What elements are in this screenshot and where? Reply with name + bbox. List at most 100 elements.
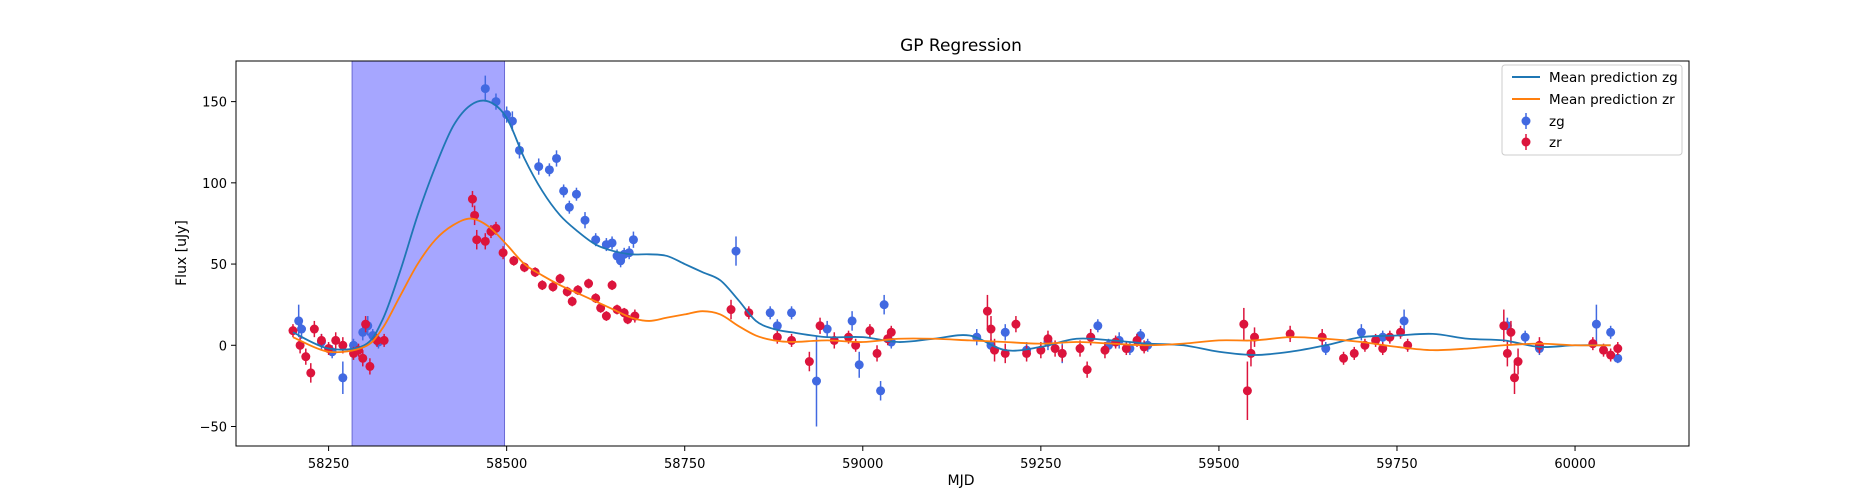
zr-point: [815, 321, 825, 331]
zr-point: [1506, 327, 1516, 337]
legend-label-zr-points: zr: [1549, 135, 1562, 151]
x-tick-label: 58750: [664, 457, 705, 472]
zr-point: [1011, 319, 1021, 329]
zr-point: [1509, 373, 1519, 383]
legend-label-zg-line: Mean prediction zg: [1549, 70, 1678, 86]
x-tick-label: 59250: [1020, 457, 1061, 472]
zr-point: [1378, 344, 1388, 354]
zr-point: [555, 274, 565, 284]
zr-point: [726, 305, 736, 315]
zr-point: [872, 348, 882, 358]
plot-frame: [235, 60, 1690, 447]
zg-point: [571, 189, 581, 199]
zr-point: [467, 194, 477, 204]
zr-point: [772, 332, 782, 342]
zr-point: [365, 361, 375, 371]
zr-point: [851, 340, 861, 350]
zr-point: [601, 311, 611, 321]
x-tick-label: 58250: [308, 457, 349, 472]
x-tick-label: 58500: [486, 457, 527, 472]
plot-area: [288, 60, 1623, 447]
zr-point: [1317, 332, 1327, 342]
zr-point: [498, 248, 508, 258]
zr-point: [886, 327, 896, 337]
zg-point: [534, 162, 544, 172]
zr-point: [1599, 345, 1609, 355]
y-tick-label: 0: [219, 339, 227, 354]
zg-point: [876, 386, 886, 396]
zr-point: [379, 335, 389, 345]
zg-point: [564, 202, 574, 212]
zg-point: [580, 215, 590, 225]
zr-point: [567, 296, 577, 306]
zr-point: [331, 335, 341, 345]
series-layer: [288, 75, 1623, 427]
zr-point: [548, 282, 558, 292]
x-tick-label: 59750: [1376, 457, 1417, 472]
y-tick-label: 100: [202, 177, 227, 192]
zr-point: [1022, 348, 1032, 358]
zr-point: [1499, 321, 1509, 331]
zg-point: [628, 235, 638, 245]
zg-point: [1606, 327, 1616, 337]
zr-point: [865, 326, 875, 336]
zr-point: [986, 324, 996, 334]
zr-point: [1339, 353, 1349, 363]
zr-point: [1349, 348, 1359, 358]
zg-point: [1356, 327, 1366, 337]
series-line-mean-prediction-zg: [292, 99, 1611, 356]
zr-point: [1534, 340, 1544, 350]
zg-point: [1378, 332, 1388, 342]
zr-point: [804, 357, 814, 367]
zg-point: [480, 84, 490, 94]
zg-point: [1000, 327, 1010, 337]
zr-point: [358, 353, 368, 363]
zr-point: [470, 210, 480, 220]
zr-point: [1086, 332, 1096, 342]
zr-point: [1285, 329, 1295, 339]
zg-point: [879, 300, 889, 310]
y-axis-label: Flux [uJy]: [174, 220, 190, 286]
zr-point: [361, 319, 371, 329]
zr-point: [1239, 319, 1249, 329]
y-axis: −50 0 50 100 150: [200, 96, 236, 436]
zr-point: [1613, 344, 1623, 354]
legend-swatch-zg-marker: [1521, 116, 1531, 126]
zg-point: [297, 324, 307, 334]
zg-point: [338, 373, 348, 383]
zr-point: [1606, 350, 1616, 360]
zr-point: [509, 256, 519, 266]
zg-point: [822, 324, 832, 334]
zr-point: [472, 235, 482, 245]
zg-point: [811, 376, 821, 386]
zr-point: [607, 280, 617, 290]
zr-point: [1385, 332, 1395, 342]
zr-point: [1371, 335, 1381, 345]
legend-box: [1501, 64, 1683, 156]
x-tick-label: 59000: [842, 457, 883, 472]
zg-point: [731, 246, 741, 256]
chart-title: GP Regression: [900, 36, 1022, 56]
zr-point: [1513, 357, 1523, 367]
zg-point: [552, 153, 562, 163]
zr-point: [1082, 365, 1092, 375]
zr-point: [1111, 337, 1121, 347]
x-tick-label: 59500: [1198, 457, 1239, 472]
zr-point: [295, 340, 305, 350]
zg-point: [787, 308, 797, 318]
legend-swatch-zr-marker: [1521, 137, 1531, 147]
y-tick-label: 50: [210, 258, 227, 273]
zr-point: [1043, 334, 1053, 344]
zr-point: [306, 368, 316, 378]
zr-point: [309, 324, 319, 334]
legend-label-zr-line: Mean prediction zr: [1549, 92, 1675, 108]
y-tick-label: −50: [200, 421, 227, 436]
zg-point: [559, 186, 569, 196]
zg-point: [544, 165, 554, 175]
zr-point: [1246, 348, 1256, 358]
zr-point: [1588, 339, 1598, 349]
zg-point: [607, 238, 617, 248]
zg-point: [1093, 321, 1103, 331]
zr-point: [1075, 344, 1085, 354]
zg-point: [1591, 319, 1601, 329]
